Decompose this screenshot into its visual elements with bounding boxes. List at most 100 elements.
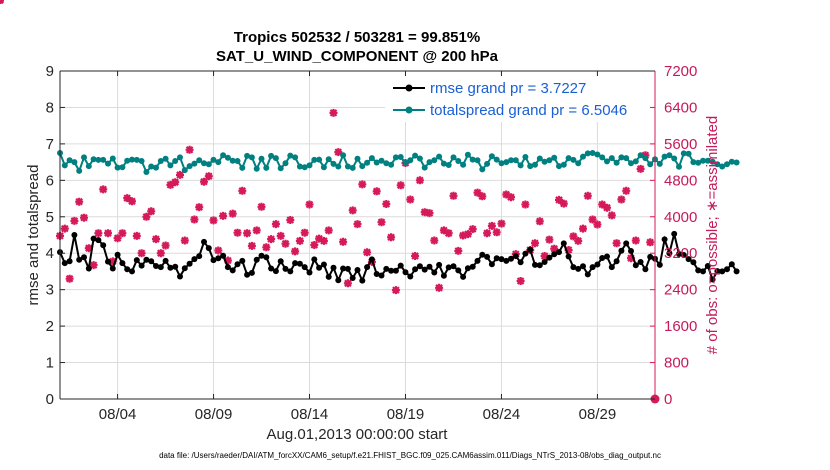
obs-assimilated-stroke [190, 215, 199, 224]
y-left-tick-label: 4 [46, 245, 54, 262]
obs-assimilated-marker [372, 187, 381, 196]
obs-assimilated-stroke [531, 239, 539, 248]
y-left-tick-label: 6 [46, 172, 54, 189]
obs-assimilated-stroke [291, 247, 300, 256]
rmse-point [167, 264, 174, 271]
obs-assimilated-stroke [492, 228, 501, 237]
totalspread-point [541, 158, 548, 165]
rmse-point [95, 237, 102, 244]
obs-assimilated-stroke [118, 229, 127, 238]
obs-assimilated-marker [444, 229, 453, 238]
obs-assimilated-marker [622, 186, 631, 195]
rmse-point [248, 269, 255, 276]
totalspread-point [129, 156, 135, 163]
totalspread-point [632, 158, 639, 165]
rmse-point [455, 267, 462, 274]
totalspread-point [604, 158, 610, 165]
totalspread-point [287, 152, 294, 159]
obs-assimilated-marker [75, 197, 84, 206]
totalspread-point [647, 161, 654, 168]
obs-assimilated-stroke [176, 170, 184, 179]
totalspread-point [455, 158, 462, 164]
rmse-point [604, 253, 610, 260]
obs-assimilated-stroke [0, 0, 4, 4]
obs-assimilated-stroke [502, 190, 511, 199]
obs-assimilated-stroke [550, 244, 559, 253]
obs-assimilated-stroke [243, 229, 252, 238]
totalspread-point [618, 154, 625, 161]
rmse-point [378, 272, 385, 279]
obs-assimilated-stroke [468, 225, 477, 234]
totalspread-point [85, 163, 92, 170]
rmse-point [148, 258, 155, 265]
totalspread-point [724, 161, 730, 168]
obs-assimilated-stroke [276, 231, 285, 240]
rmse-point [469, 263, 476, 270]
totalspread-point [532, 161, 538, 168]
obs-assimilated-stroke [516, 277, 525, 285]
totalspread-point [383, 160, 390, 167]
obs-assimilated-marker [60, 224, 69, 233]
rmse-point [397, 262, 404, 269]
totalspread-point [325, 156, 332, 163]
totalspread-point [599, 154, 606, 161]
totalspread-point [143, 169, 150, 175]
totalspread-point [201, 160, 207, 167]
obs-assimilated-marker [123, 194, 132, 203]
y-left-tick-label: 9 [46, 63, 54, 80]
x-tick-label: 08/24 [483, 406, 521, 423]
totalspread-point [71, 159, 78, 166]
rmse-point [613, 258, 620, 265]
totalspread-point [431, 157, 438, 164]
obs-assimilated-stroke [631, 236, 640, 245]
obs-assimilated-stroke [128, 197, 136, 206]
legend: rmse grand pr = 3.7227 totalspread grand… [385, 76, 650, 122]
rmse-point [714, 268, 721, 275]
obs-assimilated-stroke [439, 226, 448, 235]
totalspread-point [397, 154, 404, 160]
obs-assimilated-marker [204, 172, 213, 181]
totalspread-point [316, 156, 323, 163]
rmse-point [632, 262, 639, 269]
rmse-point [287, 268, 294, 275]
rmse-point [368, 256, 375, 263]
obs-assimilated-stroke [195, 203, 204, 212]
obs-assimilated-marker [219, 211, 228, 220]
obs-assimilated-marker [252, 226, 261, 235]
rmse-point [431, 269, 438, 276]
rmse-point [484, 253, 491, 260]
rmse-point [599, 255, 606, 261]
rmse-point [647, 253, 654, 260]
obs-assimilated-marker [209, 216, 218, 225]
totalspread-point [191, 160, 198, 167]
obs-assimilated-stroke [420, 208, 429, 217]
obs-assimilated-marker [420, 208, 429, 217]
totalspread-point [536, 155, 543, 162]
totalspread-point [244, 152, 251, 159]
rmse-point [181, 265, 188, 272]
totalspread-point [153, 164, 159, 171]
obs-assimilated-stroke [214, 246, 223, 255]
obs-assimilated-marker [396, 181, 405, 190]
totalspread-point [100, 156, 107, 163]
obs-assimilated-stroke [583, 191, 592, 200]
totalspread-point [527, 163, 534, 170]
obs-assimilated-marker [545, 235, 554, 244]
totalspread-point [268, 152, 275, 159]
obs-assimilated-stroke [219, 211, 228, 220]
rmse-point [71, 232, 78, 238]
rmse-point [311, 256, 318, 263]
rmse-point [162, 257, 169, 264]
totalspread-point [416, 155, 423, 162]
totalspread-point [359, 163, 366, 170]
rmse-point [608, 264, 615, 271]
obs-assimilated-marker [247, 241, 256, 250]
y-left-tick-label: 5 [46, 209, 54, 226]
totalspread-point [719, 163, 726, 170]
obs-assimilated-stroke [89, 261, 98, 270]
legend-rmse-marker [405, 84, 413, 92]
obs-assimilated-marker [295, 236, 304, 245]
obs-assimilated-marker [507, 193, 515, 202]
totalspread-point [546, 157, 553, 164]
obs-assimilated-stroke [339, 237, 348, 246]
